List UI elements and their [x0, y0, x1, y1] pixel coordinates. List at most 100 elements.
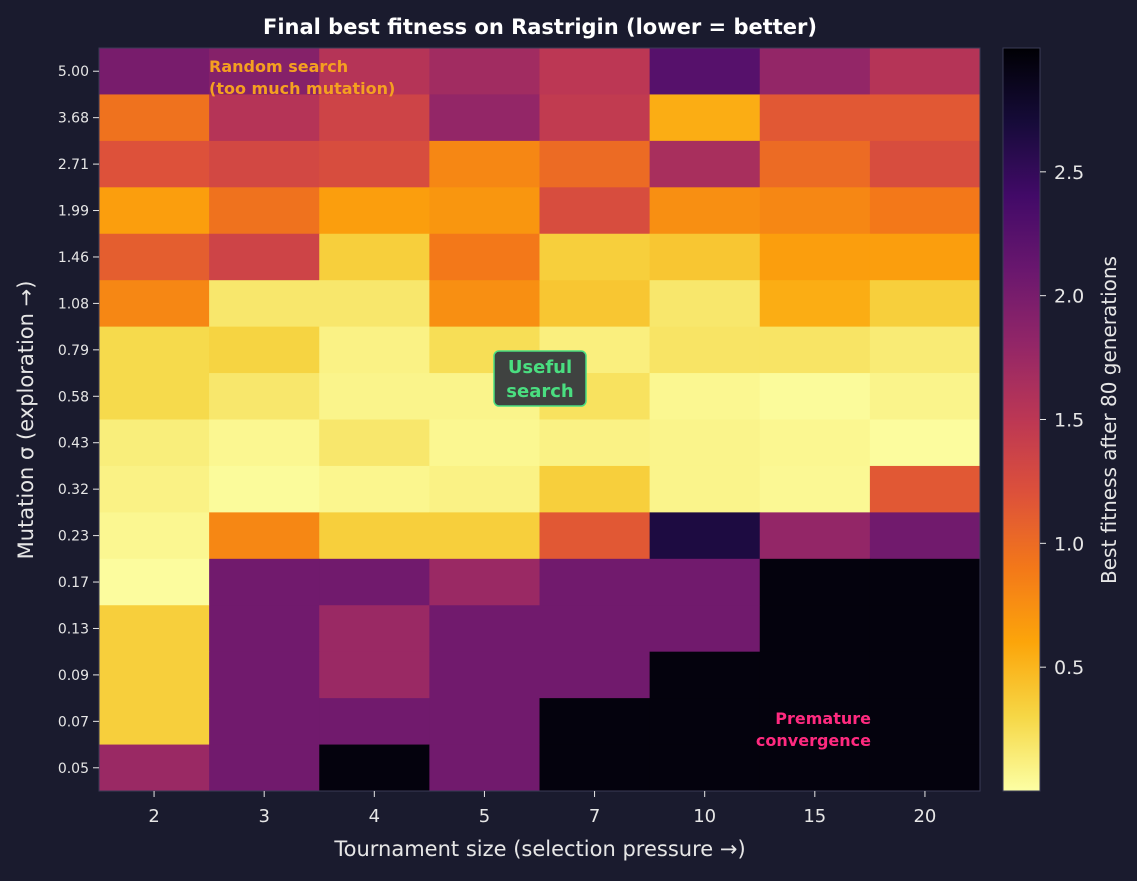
heatmap-cell — [869, 558, 981, 606]
heatmap-cell — [319, 558, 430, 606]
heatmap-cell — [539, 187, 651, 235]
y-tick-label: 1.99 — [58, 204, 89, 220]
heatmap-cell — [759, 233, 871, 281]
heatmap-cell — [319, 512, 430, 560]
colorbar-tick-label: 2.5 — [1054, 162, 1084, 184]
annotation-useful-search-line2: search — [506, 381, 573, 402]
y-tick-label: 2.71 — [58, 157, 89, 173]
y-tick-label: 0.23 — [58, 529, 89, 545]
heatmap-cell — [649, 605, 761, 653]
heatmap-cell — [539, 605, 651, 653]
heatmap-cell — [869, 373, 981, 420]
heatmap-cell — [429, 605, 540, 653]
heatmap-cell — [209, 419, 320, 467]
heatmap-cell — [759, 187, 871, 235]
colorbar-tick-label: 1.5 — [1054, 410, 1084, 432]
heatmap-cell — [429, 419, 540, 467]
heatmap-cell — [649, 280, 761, 328]
heatmap-cell — [319, 698, 430, 746]
colorbar — [1002, 47, 1041, 792]
heatmap-cell — [99, 187, 210, 235]
heatmap-cell — [429, 48, 540, 95]
y-axis: 5.00 3.68 2.71 1.99 1.46 1.08 0.79 0.58 0.43 0.32… — [58, 64, 99, 777]
heatmap-cell — [869, 94, 981, 142]
annotation-random-search: Random search (too much mutation) — [209, 57, 395, 98]
x-tick-label: 20 — [913, 806, 936, 827]
heatmap-cell — [869, 419, 981, 467]
heatmap-cell — [869, 605, 981, 653]
heatmap-cell — [209, 744, 320, 792]
annotation-useful-search-box — [493, 350, 587, 407]
heatmap-cell — [99, 698, 210, 746]
heatmap-cell — [649, 373, 761, 420]
heatmap-cell — [99, 373, 210, 420]
heatmap-cell — [429, 187, 540, 235]
heatmap-cell — [319, 326, 430, 374]
y-tick-label: 3.68 — [58, 111, 89, 127]
heatmap-cell — [759, 48, 871, 95]
x-tick-label: 10 — [693, 806, 716, 827]
heatmap-cell — [539, 140, 651, 188]
heatmap-cell — [869, 744, 981, 792]
heatmap-cell — [99, 651, 210, 699]
annotation-useful-search-line1: Useful — [508, 357, 572, 378]
heatmap-cell — [649, 140, 761, 188]
heatmap-cell — [429, 465, 540, 513]
heatmap-cell — [539, 465, 651, 513]
heatmap-cell — [759, 558, 871, 606]
heatmap-cell — [209, 512, 320, 560]
heatmap-cell — [869, 280, 981, 328]
heatmap-cell — [869, 187, 981, 235]
heatmap-cell — [759, 512, 871, 560]
heatmap-cell — [869, 326, 981, 374]
x-tick-label: 2 — [148, 806, 159, 827]
heatmap-cell — [429, 94, 540, 142]
heatmap-cell — [209, 48, 320, 95]
y-tick-label: 1.08 — [58, 296, 89, 312]
heatmap-cell — [99, 512, 210, 560]
heatmap-cell — [759, 326, 871, 374]
heatmap-cell — [319, 373, 430, 420]
heatmap-cell — [319, 280, 430, 328]
colorbar-tick-label: 0.5 — [1054, 657, 1084, 679]
heatmap-cell — [319, 187, 430, 235]
heatmap-cell — [429, 744, 540, 792]
heatmap-cell — [99, 465, 210, 513]
heatmap-cell — [429, 280, 540, 328]
heatmap-cell — [209, 140, 320, 188]
heatmap-cell — [319, 233, 430, 281]
heatmap-cell — [209, 373, 320, 420]
heatmap-cell — [99, 233, 210, 281]
y-tick-label: 0.32 — [58, 482, 89, 498]
y-tick-label: 0.07 — [58, 714, 89, 730]
colorbar-tick-label: 2.0 — [1054, 286, 1084, 308]
heatmap-cell — [759, 140, 871, 188]
heatmap-cell — [649, 698, 761, 746]
heatmap-cell — [869, 698, 981, 746]
heatmap-cell — [99, 280, 210, 328]
heatmap-cell — [869, 233, 981, 281]
heatmap-cell — [429, 512, 540, 560]
heatmap-cell — [99, 326, 210, 374]
x-tick-label: 7 — [589, 806, 600, 827]
heatmap-cell — [869, 465, 981, 513]
heatmap-cell — [649, 326, 761, 374]
heatmap-cell — [759, 419, 871, 467]
heatmap-cell — [539, 651, 651, 699]
chart-title: Final best fitness on Rastrigin (lower =… — [263, 15, 817, 39]
y-tick-label: 0.17 — [58, 575, 89, 591]
heatmap-cell — [539, 280, 651, 328]
x-tick-label: 5 — [479, 806, 490, 827]
heatmap-cell — [869, 48, 981, 95]
heatmap-cell — [429, 651, 540, 699]
x-tick-label: 4 — [369, 806, 380, 827]
heatmap-cell — [649, 512, 761, 560]
heatmap-cell — [209, 698, 320, 746]
heatmap-cell — [319, 48, 430, 95]
heatmap-cell — [759, 465, 871, 513]
heatmap-cell — [429, 233, 540, 281]
y-axis-label: Mutation σ (exploration →) — [14, 281, 38, 560]
heatmap-cell — [759, 94, 871, 142]
heatmap-cell — [759, 280, 871, 328]
